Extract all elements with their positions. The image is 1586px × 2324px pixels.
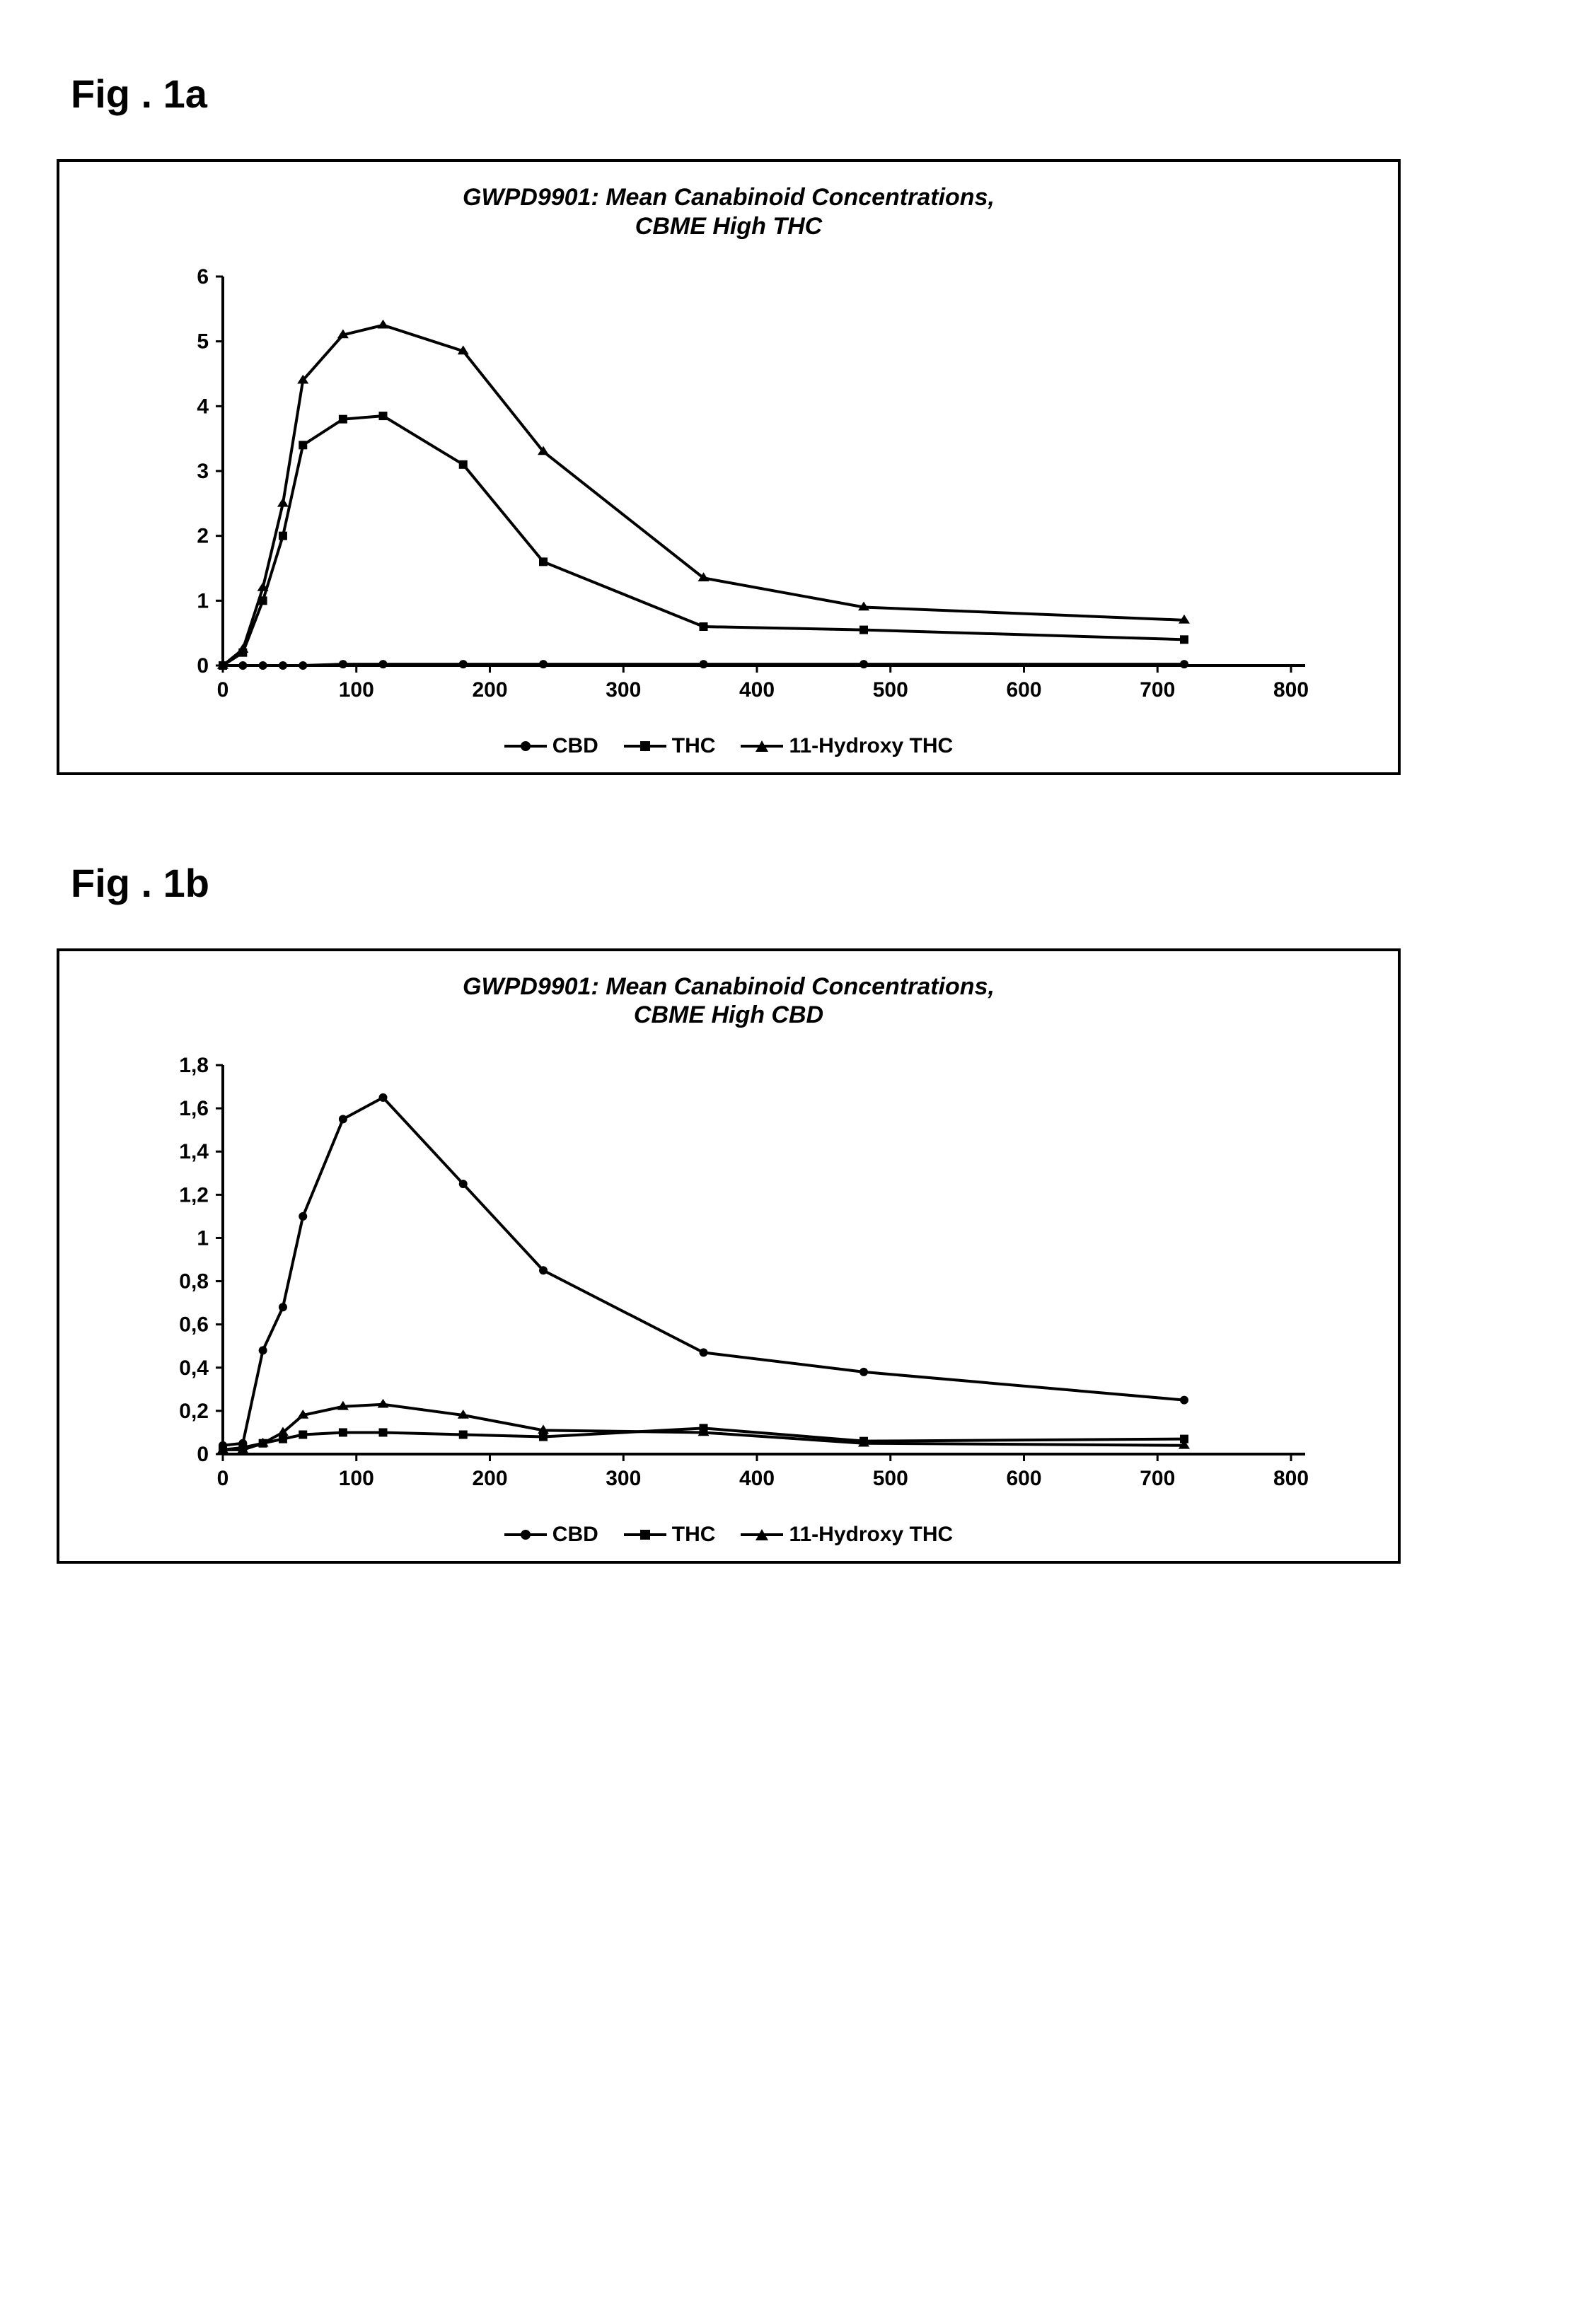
- svg-text:0: 0: [217, 678, 229, 702]
- legend-item: CBD: [504, 1523, 598, 1547]
- svg-text:400: 400: [739, 678, 775, 702]
- figure-a-box: GWPD9901: Mean Canabinoid Concentrations…: [57, 159, 1401, 775]
- svg-text:0,8: 0,8: [179, 1270, 209, 1294]
- svg-text:1,4: 1,4: [179, 1140, 209, 1163]
- legend-label: 11-Hydroxy THC: [789, 1523, 953, 1547]
- legend-item: THC: [624, 734, 716, 758]
- legend-label: CBD: [552, 734, 598, 758]
- svg-text:800: 800: [1273, 678, 1309, 702]
- figure-b-title-line2: CBME High CBD: [634, 1001, 823, 1028]
- figure-b-box: GWPD9901: Mean Canabinoid Concentrations…: [57, 948, 1401, 1564]
- svg-text:800: 800: [1273, 1467, 1309, 1490]
- svg-text:2: 2: [197, 524, 209, 547]
- legend-label: THC: [672, 1523, 716, 1547]
- svg-text:1,8: 1,8: [179, 1054, 209, 1077]
- svg-text:600: 600: [1006, 678, 1041, 702]
- svg-text:1: 1: [197, 1227, 209, 1250]
- svg-text:300: 300: [606, 1467, 641, 1490]
- svg-text:4: 4: [197, 395, 209, 418]
- legend-item: CBD: [504, 734, 598, 758]
- figure-a-label: Fig . 1a: [71, 71, 1529, 117]
- legend-label: CBD: [552, 1523, 598, 1547]
- legend-label: 11-Hydroxy THC: [789, 734, 953, 758]
- svg-text:600: 600: [1006, 1467, 1041, 1490]
- figure-a-title-line1: GWPD9901: Mean Canabinoid Concentrations…: [463, 184, 995, 211]
- svg-text:6: 6: [197, 265, 209, 289]
- svg-text:200: 200: [472, 678, 507, 702]
- svg-text:500: 500: [873, 678, 908, 702]
- legend-item: 11-Hydroxy THC: [741, 734, 953, 758]
- svg-text:3: 3: [197, 460, 209, 483]
- svg-text:700: 700: [1140, 1467, 1175, 1490]
- svg-text:5: 5: [197, 330, 209, 353]
- figure-a-title: GWPD9901: Mean Canabinoid Concentrations…: [88, 183, 1370, 241]
- figure-b-title: GWPD9901: Mean Canabinoid Concentrations…: [88, 972, 1370, 1030]
- svg-text:1,6: 1,6: [179, 1097, 209, 1120]
- svg-text:0: 0: [197, 654, 209, 678]
- svg-text:400: 400: [739, 1467, 775, 1490]
- svg-text:1,2: 1,2: [179, 1184, 209, 1207]
- figure-b-plot: 0 0,2 0,4 0,6 0,8 1 1,2 1,4 1,6 1,8 0 100 200 300 400 5…: [145, 1051, 1312, 1504]
- legend-label: THC: [672, 734, 716, 758]
- svg-text:300: 300: [606, 678, 641, 702]
- svg-text:0,4: 0,4: [179, 1356, 209, 1380]
- figure-b-title-line1: GWPD9901: Mean Canabinoid Concentrations…: [463, 973, 995, 1000]
- svg-text:500: 500: [873, 1467, 908, 1490]
- figure-a-title-line2: CBME High THC: [635, 213, 822, 240]
- svg-text:100: 100: [339, 1467, 374, 1490]
- svg-text:0,2: 0,2: [179, 1400, 209, 1423]
- svg-text:700: 700: [1140, 678, 1175, 702]
- legend-item: THC: [624, 1523, 716, 1547]
- svg-text:0: 0: [217, 1467, 229, 1490]
- svg-text:0,6: 0,6: [179, 1313, 209, 1337]
- svg-text:200: 200: [472, 1467, 507, 1490]
- figure-a-legend: CBD THC 11-Hydroxy THC: [88, 729, 1370, 758]
- svg-text:100: 100: [339, 678, 374, 702]
- legend-item: 11-Hydroxy THC: [741, 1523, 953, 1547]
- svg-text:0: 0: [197, 1443, 209, 1466]
- figure-b-legend: CBD THC 11-Hydroxy THC: [88, 1518, 1370, 1547]
- svg-text:1: 1: [197, 589, 209, 612]
- figure-b-label: Fig . 1b: [71, 860, 1529, 906]
- figure-a-plot: 0 1 2 3 4 5 6 0 100 200 300 400 500 600 700 800: [145, 262, 1312, 715]
